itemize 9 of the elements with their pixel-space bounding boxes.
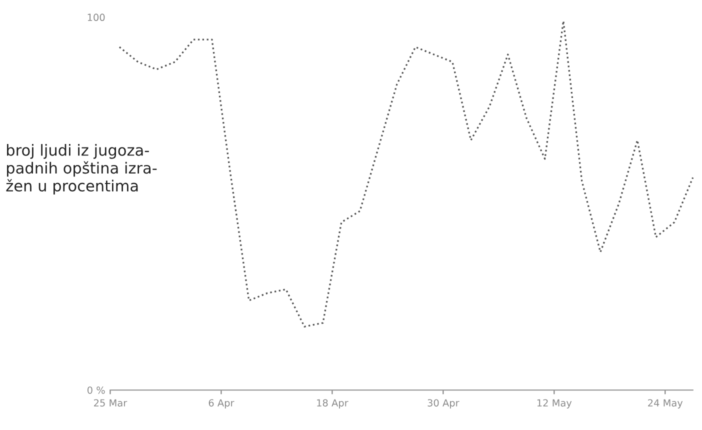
x-tick-label: 25 Mar <box>94 399 128 407</box>
x-tick-label: 6 Apr <box>208 399 234 408</box>
x-tick-label: 30 Apr <box>428 399 460 408</box>
y-tick-label: 100 <box>88 14 105 22</box>
x-tick-label: 12 May <box>537 399 572 408</box>
y-tick-label: 0 % <box>87 386 105 394</box>
x-tick-label: 18 Apr <box>317 399 348 408</box>
annotation: broj ljudi iz jugoza- padnih opština izra- žen u procentima <box>6 144 157 195</box>
x-tick-label: 24 May <box>648 399 683 408</box>
